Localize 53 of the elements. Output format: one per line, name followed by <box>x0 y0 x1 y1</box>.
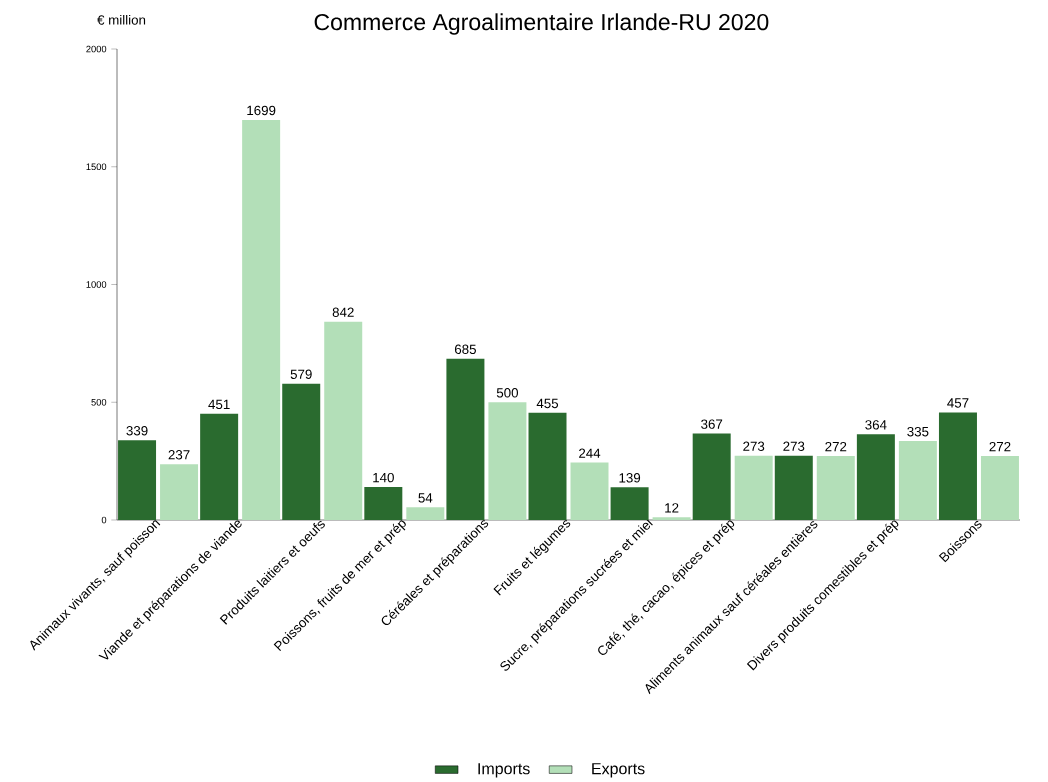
bar <box>488 402 527 520</box>
legend-label: Imports <box>478 763 530 778</box>
bar <box>816 455 855 520</box>
bar <box>938 412 977 520</box>
bar <box>774 455 813 520</box>
bar <box>570 462 609 520</box>
data-label: 273 <box>743 441 765 451</box>
bar <box>200 413 239 520</box>
chart-title: Commerce Agroalimentaire Irlande-RU 2020 <box>314 13 769 35</box>
data-label: 272 <box>989 441 1011 452</box>
data-label: 457 <box>947 398 969 408</box>
data-label: 272 <box>825 441 847 452</box>
bar <box>734 455 773 520</box>
bar <box>446 358 485 520</box>
y-tick-label: 0 <box>101 516 107 524</box>
data-label: 54 <box>418 493 433 503</box>
bar <box>528 412 567 520</box>
bar <box>324 321 363 520</box>
data-label: 12 <box>665 503 679 513</box>
bar <box>652 517 691 520</box>
data-label: 139 <box>619 473 641 483</box>
bar <box>980 455 1019 520</box>
y-axis-title: € million <box>97 14 146 25</box>
data-label: 685 <box>454 344 476 354</box>
y-tick-label: 500 <box>91 398 107 406</box>
y-tick-label: 1500 <box>86 163 107 171</box>
bar <box>364 487 403 520</box>
data-label: 842 <box>332 307 354 317</box>
data-label: 1699 <box>247 105 276 116</box>
bar <box>406 507 445 520</box>
data-label: 273 <box>783 441 805 451</box>
data-label: 451 <box>208 399 230 410</box>
data-label: 244 <box>579 448 601 458</box>
data-label: 140 <box>373 472 394 483</box>
bar <box>282 383 321 520</box>
legend-label: Exports <box>592 763 645 778</box>
data-label: 579 <box>290 369 312 379</box>
data-label: 237 <box>168 450 190 460</box>
y-tick-label: 1000 <box>86 281 107 288</box>
bar <box>118 440 157 520</box>
bar <box>856 434 895 520</box>
bar <box>610 487 649 520</box>
data-label: 364 <box>865 420 887 430</box>
bar <box>242 119 281 520</box>
data-label: 367 <box>701 419 723 429</box>
data-label: 455 <box>536 398 559 409</box>
bar <box>898 441 937 520</box>
bar <box>692 433 731 520</box>
data-label: 500 <box>496 388 519 398</box>
bar <box>160 464 199 520</box>
data-label: 335 <box>907 426 929 437</box>
y-tick-label: 2000 <box>86 45 107 53</box>
data-label: 339 <box>126 426 148 436</box>
